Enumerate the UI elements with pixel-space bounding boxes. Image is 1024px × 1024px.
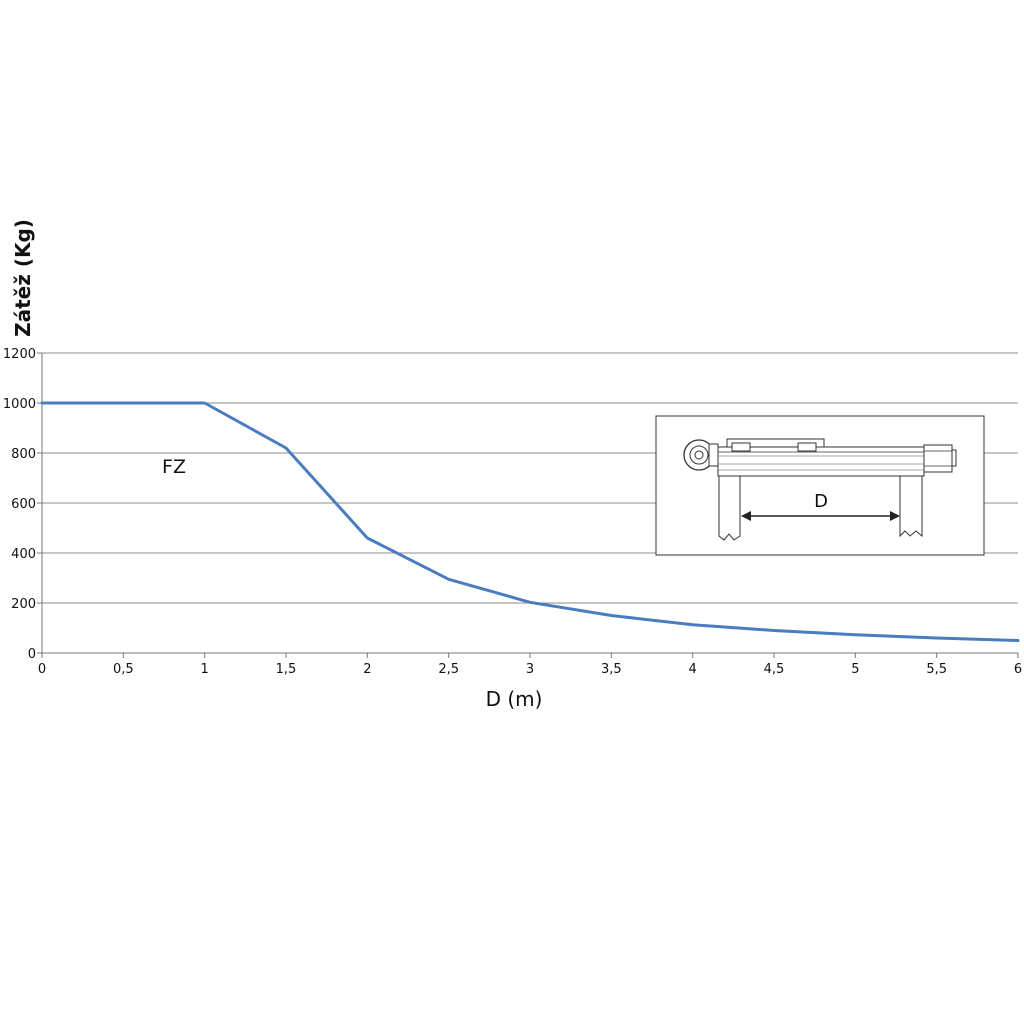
- x-axis-title: D (m): [486, 687, 543, 711]
- y-tick-label: 0: [28, 647, 36, 662]
- x-tick-label: 6: [1014, 662, 1022, 677]
- x-tick-label: 1: [201, 662, 209, 677]
- x-tick-label: 2,5: [438, 662, 459, 677]
- dimension-label: D: [814, 491, 828, 512]
- x-tick-label: 3: [526, 662, 534, 677]
- pulley-drawing: [683, 439, 719, 471]
- y-tick-labels: 0 200 400 600 800 1000 1200: [3, 347, 36, 662]
- x-tick-labels: 0 0,5 1 1,5 2 2,5 3 3,5 4 4,5 5 5,5 6: [38, 662, 1022, 677]
- x-tick-label: 4,5: [764, 662, 785, 677]
- series-line-0: [40, 401, 1020, 642]
- x-tick-label: 1,5: [276, 662, 297, 677]
- x-tick-label: 2: [363, 662, 371, 677]
- x-tick-label: 4: [689, 662, 697, 677]
- inset-frame: [655, 415, 985, 556]
- end-cap-drawing: [923, 444, 957, 473]
- y-tick-label: 200: [11, 597, 36, 612]
- series-annotation-fz: FZ: [162, 456, 186, 478]
- support-legs-drawing: [718, 475, 923, 541]
- x-tick-label: 3,5: [601, 662, 622, 677]
- inset-diagram: D: [655, 415, 985, 556]
- y-axis-title: Zátěž (Kg): [11, 219, 35, 337]
- dimension-arrow: [741, 511, 900, 521]
- y-tick-label: 400: [11, 547, 36, 562]
- beam-drawing: [717, 438, 925, 477]
- y-tick-label: 1200: [3, 347, 36, 362]
- x-tick-label: 5: [851, 662, 859, 677]
- series-group: [40, 401, 1020, 642]
- x-tick-label: 0: [38, 662, 46, 677]
- x-tick-label: 0,5: [113, 662, 134, 677]
- y-tick-label: 600: [11, 497, 36, 512]
- y-tick-label: 800: [11, 447, 36, 462]
- y-tick-label: 1000: [3, 397, 36, 412]
- x-tick-label: 5,5: [926, 662, 947, 677]
